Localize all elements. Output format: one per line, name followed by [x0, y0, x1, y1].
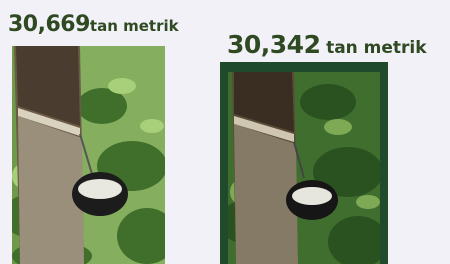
rubber-tree-photo	[228, 72, 380, 264]
figure-label: 30,669tan metrik	[8, 12, 179, 37]
page: {"panels": [ {"value": "30,669", "unit":…	[0, 0, 450, 264]
value: 30,669	[8, 12, 90, 37]
infographic: 30,669tan metrik 30,342 tan metrik	[0, 0, 450, 264]
value: 30,342	[227, 30, 320, 59]
unit: tan metrik	[90, 17, 179, 35]
unit: tan metrik	[326, 38, 427, 58]
figure-label: 30,342 tan metrik	[227, 30, 427, 59]
rubber-tree-photo	[12, 46, 165, 264]
